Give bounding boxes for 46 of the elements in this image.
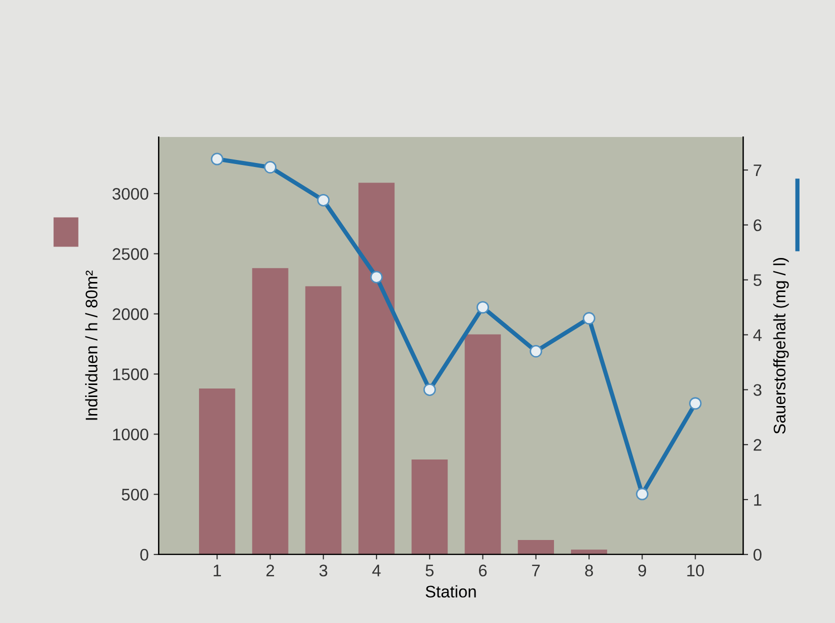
x-tick-label: 2 bbox=[266, 564, 274, 576]
y-tick-label: 1000 bbox=[113, 428, 148, 440]
y2-tick-label: 4 bbox=[753, 329, 762, 341]
y-tick-label: 1500 bbox=[113, 368, 148, 380]
bar bbox=[252, 268, 288, 554]
x-tick-label: 10 bbox=[687, 564, 704, 576]
x-axis-title: Station bbox=[426, 585, 476, 598]
bar bbox=[305, 286, 342, 554]
y2-tick-label: 7 bbox=[754, 164, 762, 176]
point bbox=[210, 152, 224, 166]
x-tick-label: 7 bbox=[532, 564, 540, 576]
y2-axis-title: Sauerstoffgehalt (mg / l) bbox=[773, 258, 789, 434]
y2-tick-label: 3 bbox=[754, 384, 762, 396]
bar bbox=[412, 459, 448, 554]
x-tick-label: 6 bbox=[478, 564, 487, 576]
point bbox=[530, 345, 542, 358]
point bbox=[370, 270, 383, 284]
point bbox=[423, 383, 436, 396]
y-tick-label: 500 bbox=[122, 488, 148, 501]
x-tick-label: 4 bbox=[372, 564, 381, 576]
y-axis-title: Individuen / h / 80m² bbox=[85, 270, 98, 420]
x-tick-label: 9 bbox=[638, 564, 646, 576]
bar bbox=[199, 388, 236, 554]
bar bbox=[358, 182, 395, 554]
bar bbox=[570, 550, 608, 554]
point bbox=[317, 194, 330, 206]
y2-tick-label: 6 bbox=[754, 219, 762, 232]
x-tick-label: 1 bbox=[214, 564, 221, 576]
x-tick-label: 3 bbox=[319, 564, 328, 576]
y2-tick-label: 1 bbox=[754, 494, 762, 506]
bar bbox=[518, 540, 554, 554]
x-tick-label: 5 bbox=[426, 564, 434, 576]
point bbox=[636, 488, 648, 500]
y-tick-label: 2000 bbox=[112, 308, 148, 320]
y-tick-label: 2500 bbox=[112, 248, 148, 260]
point bbox=[476, 301, 490, 314]
y2-tick-label: 2 bbox=[754, 439, 762, 451]
bar bbox=[464, 334, 501, 554]
y2-tick-label: 0 bbox=[754, 548, 762, 561]
x-tick-label: 8 bbox=[585, 564, 593, 576]
y-tick-label: 3000 bbox=[112, 188, 148, 200]
y2-tick-label: 5 bbox=[754, 274, 762, 286]
point bbox=[582, 312, 596, 325]
point bbox=[689, 397, 702, 410]
y-tick-label: 0 bbox=[140, 548, 148, 561]
point bbox=[264, 161, 276, 174]
